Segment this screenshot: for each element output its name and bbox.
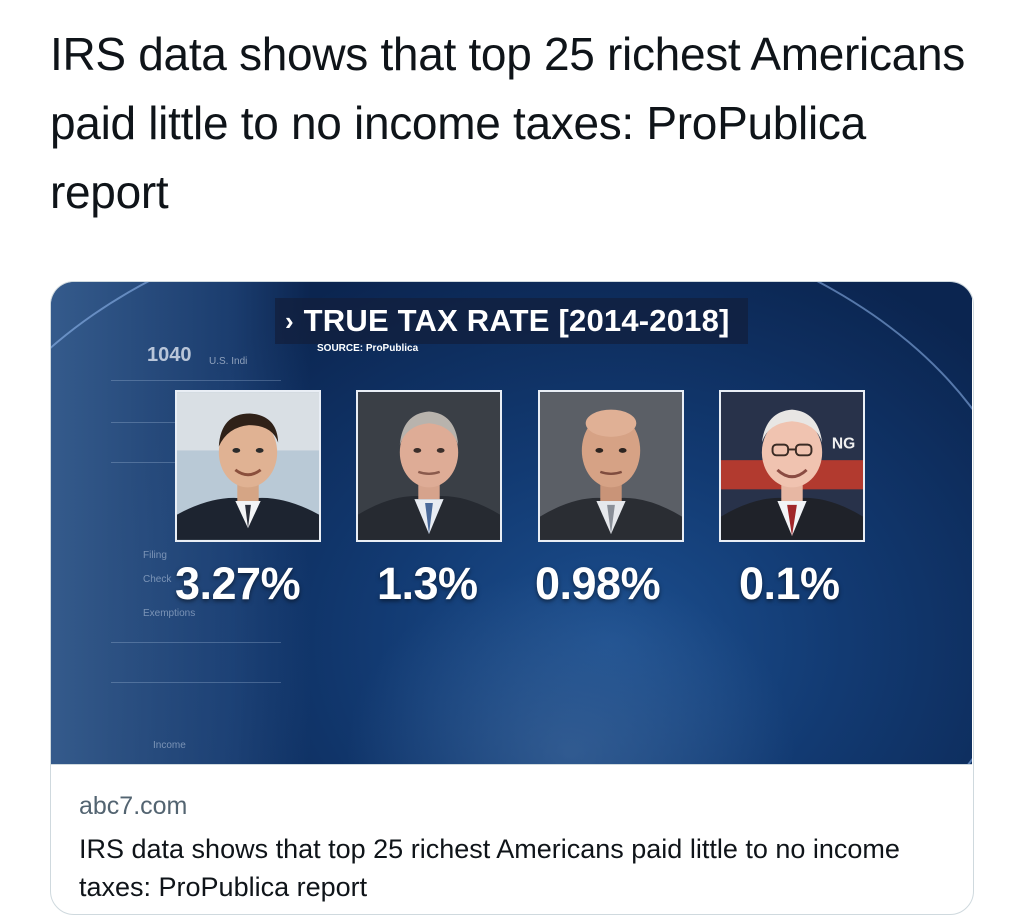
tax-rate-4: 0.1% (739, 558, 840, 609)
person-portrait-image (177, 392, 319, 540)
banner-title: TRUE TAX RATE [2014-2018] (303, 303, 730, 338)
person-portrait-image (540, 392, 682, 540)
sign-text: NG (832, 435, 855, 452)
tax-rate-1: 3.27% (175, 558, 301, 609)
form-word: Exemptions (143, 608, 196, 619)
link-preview-card[interactable]: 1040 U.S. Indi Filing Check Exemptions I… (50, 281, 974, 915)
source-label: SOURCE: ProPublica (317, 343, 419, 354)
card-title[interactable]: IRS data shows that top 25 richest Ameri… (79, 834, 900, 902)
chart-banner: › TRUE TAX RATE [2014-2018] (275, 298, 748, 344)
person-photo-4: NG (719, 390, 865, 542)
tax-rate-3: 0.98% (535, 558, 661, 609)
card-meta[interactable]: abc7.com IRS data shows that top 25 rich… (51, 764, 972, 914)
card-image[interactable]: 1040 U.S. Indi Filing Check Exemptions I… (51, 282, 972, 764)
person-portrait-image (358, 392, 500, 540)
person-photo-3 (538, 390, 684, 542)
person-photo-1 (175, 390, 321, 542)
chevron-right-icon: › (285, 306, 294, 336)
card-domain: abc7.com (79, 792, 188, 820)
tweet-text: IRS data shows that top 25 richest Ameri… (50, 28, 965, 218)
form-word: Check (143, 574, 172, 585)
person-photo-2 (356, 390, 502, 542)
person-portrait-image: NG (721, 392, 863, 540)
tax-rate-2: 1.3% (377, 558, 478, 609)
form-subtitle: U.S. Indi (209, 356, 248, 367)
form-word: Filing (143, 550, 167, 561)
form-number: 1040 (147, 344, 192, 366)
form-word: Income (153, 740, 186, 751)
